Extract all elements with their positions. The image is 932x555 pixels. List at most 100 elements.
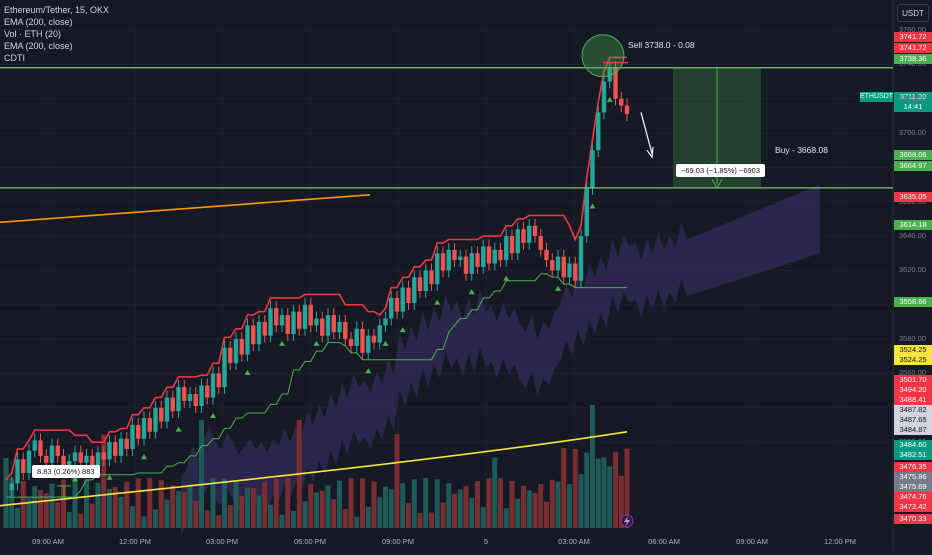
candle-body (9, 483, 14, 491)
volume-bar (66, 512, 72, 528)
volume-bar (176, 491, 181, 528)
volume-bar (135, 478, 141, 528)
candle-body (435, 253, 440, 285)
volume-bar (233, 482, 239, 528)
volume-bar (158, 480, 164, 528)
ichimoku-cloud (181, 184, 820, 534)
volume-bar (457, 489, 463, 528)
candle-body (377, 325, 382, 343)
price-axis-tag: 3487.65 (894, 415, 932, 425)
volume-bar (170, 485, 176, 528)
volume-bar (199, 420, 204, 528)
candle-body (55, 445, 60, 456)
candle-body (331, 315, 336, 333)
x-tick-label: 06:00 AM (648, 537, 680, 546)
volume-bar (319, 490, 325, 528)
y-tick-label: 3640.00 (898, 231, 926, 241)
candle-body (394, 297, 400, 312)
buy-signal-marker (503, 275, 510, 281)
volume-bar (26, 498, 32, 528)
volume-bar (273, 478, 279, 528)
x-tick-label: 06:00 PM (293, 537, 327, 546)
currency-selector[interactable]: USDT (897, 4, 929, 22)
candle-body (354, 328, 359, 346)
candle-body (486, 246, 492, 264)
price-axis-tag: 3558.66 (894, 297, 932, 307)
y-tick-label: 3720.00 (898, 93, 926, 103)
candle-body (389, 297, 394, 319)
candle-body (136, 424, 141, 439)
buy-signal-marker (313, 340, 320, 346)
candle-body (26, 450, 32, 474)
volume-bar (337, 480, 342, 528)
candle-body (469, 253, 474, 274)
volume-bar (429, 512, 434, 528)
candle-body (343, 321, 348, 340)
buy-signal-marker (175, 426, 182, 432)
candle-body (95, 452, 101, 467)
volume-bar (302, 501, 308, 528)
candle-body (463, 256, 469, 274)
y-tick-label: 3760.00 (898, 25, 926, 34)
candle-body (239, 339, 244, 355)
candle-body (205, 385, 210, 398)
ema-yellow-line (0, 431, 628, 507)
candle-body (325, 315, 331, 336)
volume-bar (112, 487, 118, 528)
legend-line-ema: EMA (200, close) (4, 17, 73, 27)
volume-bar (400, 483, 406, 528)
candle-body (406, 287, 411, 304)
candle-body (492, 249, 497, 264)
chart-legend: Ethereum/Tether, 15, OKX EMA (200, close… (4, 4, 109, 64)
candle-body (78, 452, 83, 463)
price-axis-tag: 3484.60 (894, 440, 932, 450)
candle-body (509, 236, 515, 254)
candle-body (279, 315, 285, 326)
candle-body (268, 308, 273, 336)
measure-box[interactable]: −69.03 (−1.85%) −6903 (676, 164, 766, 177)
volume-bar (193, 500, 199, 528)
volume-bar (279, 514, 285, 528)
volume-bar (227, 505, 233, 528)
legend-line-ema-2: EMA (200, close) (4, 41, 73, 51)
candle-body (153, 407, 158, 432)
direction-arrow (640, 112, 653, 154)
volume-bar (549, 479, 555, 528)
volume-bar (15, 507, 20, 528)
candle-body (475, 253, 480, 267)
price-axis-tag: 3668.06 (894, 150, 932, 160)
candle-body (222, 347, 227, 388)
candle-body (274, 308, 279, 326)
volume-bar (463, 486, 469, 528)
volume-bar (89, 503, 95, 528)
volume-bar (498, 478, 503, 528)
candle-body (124, 438, 129, 450)
y-tick-label: 3560.00 (898, 368, 926, 378)
volume-bar (383, 486, 388, 528)
volume-bar (561, 448, 567, 528)
volume-bar (331, 499, 337, 528)
candle-body (538, 236, 543, 250)
candle-body (210, 373, 216, 398)
sell-label: Sell 3738.0 - 0.08 (628, 40, 695, 50)
direction-arrow-head (646, 146, 654, 159)
small-measure-box[interactable]: 8.83 (0.26%) 883 (32, 465, 100, 478)
volume-bar (78, 513, 84, 528)
volume-bar (95, 482, 101, 528)
volume-bar (544, 501, 549, 528)
price-axis-tag: 3484.87 (894, 425, 932, 435)
volume-bar (584, 452, 590, 528)
legend-title: Ethereum/Tether, 15, OKX (4, 5, 110, 15)
candle-body (15, 459, 20, 484)
x-tick-label: 12:00 PM (118, 537, 152, 546)
candle-body (302, 304, 308, 329)
volume-bar (572, 449, 578, 528)
candle-body (147, 418, 152, 432)
volume-bar (153, 509, 158, 528)
candle-body (90, 455, 95, 467)
candle-body (567, 263, 572, 278)
y-tick-label: 3700.00 (898, 128, 926, 138)
volume-bar (521, 485, 526, 528)
